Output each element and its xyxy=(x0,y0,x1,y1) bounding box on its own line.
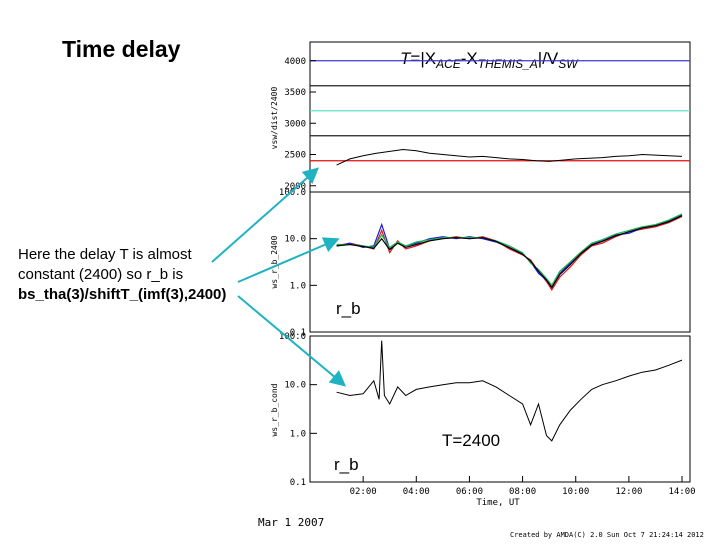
middle-ytick-label-2: 10.0 xyxy=(284,235,306,245)
top-ytick-label-4: 4000 xyxy=(284,57,306,67)
top-ytick-label-2: 3000 xyxy=(284,119,306,129)
series-vsw-dist xyxy=(336,148,683,166)
panel-middle-label: r_b xyxy=(336,299,361,318)
arrow-to-middle xyxy=(237,237,340,283)
formula-bar: |/V xyxy=(538,49,559,68)
formula-themis: THEMIS_A xyxy=(478,57,538,71)
top-ytick-label-3: 3500 xyxy=(284,88,306,98)
bottom-ytick-label-0: 0.1 xyxy=(290,478,306,488)
formula-ace: ACE xyxy=(435,57,462,71)
panel-top: T=|XACE-XTHEMIS_A|/VSW vsw/dist/2400 200… xyxy=(270,41,691,193)
formula-annotation: T=|XACE-XTHEMIS_A|/VSW xyxy=(400,49,579,71)
panel-bottom-frame xyxy=(309,335,691,483)
delay-annotation: T=2400 xyxy=(442,431,500,450)
panel-middle-ylabel: ws_r_b_2400 xyxy=(270,235,279,288)
x-axis-label: Time, UT xyxy=(476,498,520,508)
series-r-b-cond xyxy=(336,340,683,442)
slide-title: Time delay xyxy=(62,36,181,62)
panel-bottom-label: r_b xyxy=(334,455,359,474)
formula-T: T xyxy=(400,49,412,68)
note-line-2: constant (2400) so r_b is xyxy=(18,266,184,283)
middle-ytick-label-1: 1.0 xyxy=(290,281,306,291)
bottom-ytick-label-2: 10.0 xyxy=(284,381,306,391)
xtick-label-1: 04:00 xyxy=(403,487,430,497)
formula-minus: -X xyxy=(461,49,478,68)
formula-eq: =|X xyxy=(410,49,436,68)
arrows xyxy=(211,167,347,387)
top-ytick-label-1: 2500 xyxy=(284,151,306,161)
middle-ytick-label-3: 100.0 xyxy=(279,188,306,198)
footer-date: Mar 1 2007 xyxy=(258,516,324,529)
panel-bottom: ws_r_b_cond 0.1 1.0 10.0 100.0 02:00 04:00 06… xyxy=(270,332,696,508)
arrow-to-top xyxy=(211,167,319,263)
xtick-label-3: 08:00 xyxy=(509,487,536,497)
note-line-3: bs_tha(3)/shiftT_(imf(3),2400) xyxy=(18,286,227,303)
bottom-ytick-label-1: 1.0 xyxy=(290,429,306,439)
middle-series-1 xyxy=(336,214,683,289)
xtick-label-6: 14:00 xyxy=(668,487,695,497)
middle-ytick-label-0: 0.1 xyxy=(290,328,306,338)
xtick-label-4: 10:00 xyxy=(562,487,589,497)
xtick-label-0: 02:00 xyxy=(350,487,377,497)
panel-middle: ws_r_b_2400 0.1 1.0 10.0 100.0 r_b xyxy=(270,188,691,338)
top-ytick-label-0: 2000 xyxy=(284,182,306,192)
panel-middle-frame xyxy=(309,191,691,333)
middle-series-2 xyxy=(336,213,683,287)
middle-series-0 xyxy=(336,215,683,292)
formula-sw: SW xyxy=(558,57,579,71)
panel-bottom-ylabel: ws_r_b_cond xyxy=(270,383,279,436)
middle-series-3 xyxy=(336,215,683,289)
xtick-label-5: 12:00 xyxy=(615,487,642,497)
footer-credit: Created by AMDA(C) 2.0 Sun Oct 7 21:24:1… xyxy=(510,531,704,539)
arrow-to-bottom xyxy=(237,295,347,387)
note-line-1: Here the delay T is almost xyxy=(18,246,192,263)
xtick-label-2: 06:00 xyxy=(456,487,483,497)
bottom-ytick-label-3: 100.0 xyxy=(279,332,306,342)
panel-top-ylabel: vsw/dist/2400 xyxy=(270,87,279,150)
